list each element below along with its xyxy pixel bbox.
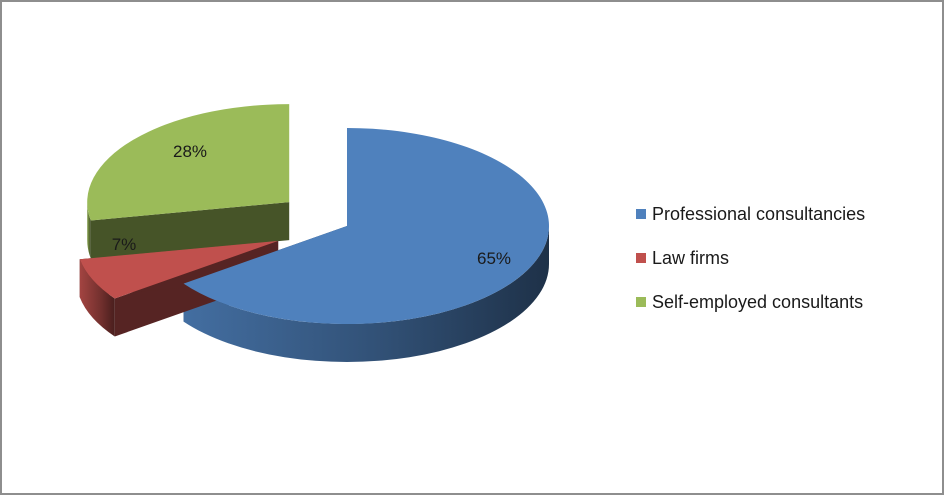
legend-item-self-employed-consultants: Self-employed consultants	[636, 280, 926, 324]
data-label-professional-consultancies: 65%	[477, 249, 511, 268]
pie-labels: 65% 7% 28%	[112, 142, 511, 268]
pie-tops	[79, 104, 550, 325]
legend-swatch	[636, 253, 646, 263]
data-label-self-employed-consultants: 28%	[173, 142, 207, 161]
pie-slice-self-employed-consultants	[87, 104, 290, 221]
legend-item-law-firms: Law firms	[636, 236, 926, 280]
legend-label: Self-employed consultants	[652, 291, 864, 312]
pie-slice-outer-wall-self-employed-consultants	[87, 202, 91, 259]
data-label-law-firms: 7%	[112, 235, 137, 254]
pie-slice-professional-consultancies	[183, 128, 550, 325]
legend-swatch	[636, 209, 646, 219]
pie-slice-law-firms	[79, 240, 279, 299]
legend: Professional consultancies Law firms Sel…	[636, 192, 926, 324]
legend-item-professional-consultancies: Professional consultancies	[636, 192, 926, 236]
pie-slice-inner-wall-self-employed-consultants	[90, 202, 290, 259]
pie-slice-outer-wall-professional-consultancies	[183, 226, 550, 362]
pie-slice-outer-wall-law-firms	[79, 259, 115, 337]
legend-swatch	[636, 297, 646, 307]
legend-label: Law firms	[652, 247, 730, 268]
legend-label: Professional consultancies	[652, 203, 866, 224]
